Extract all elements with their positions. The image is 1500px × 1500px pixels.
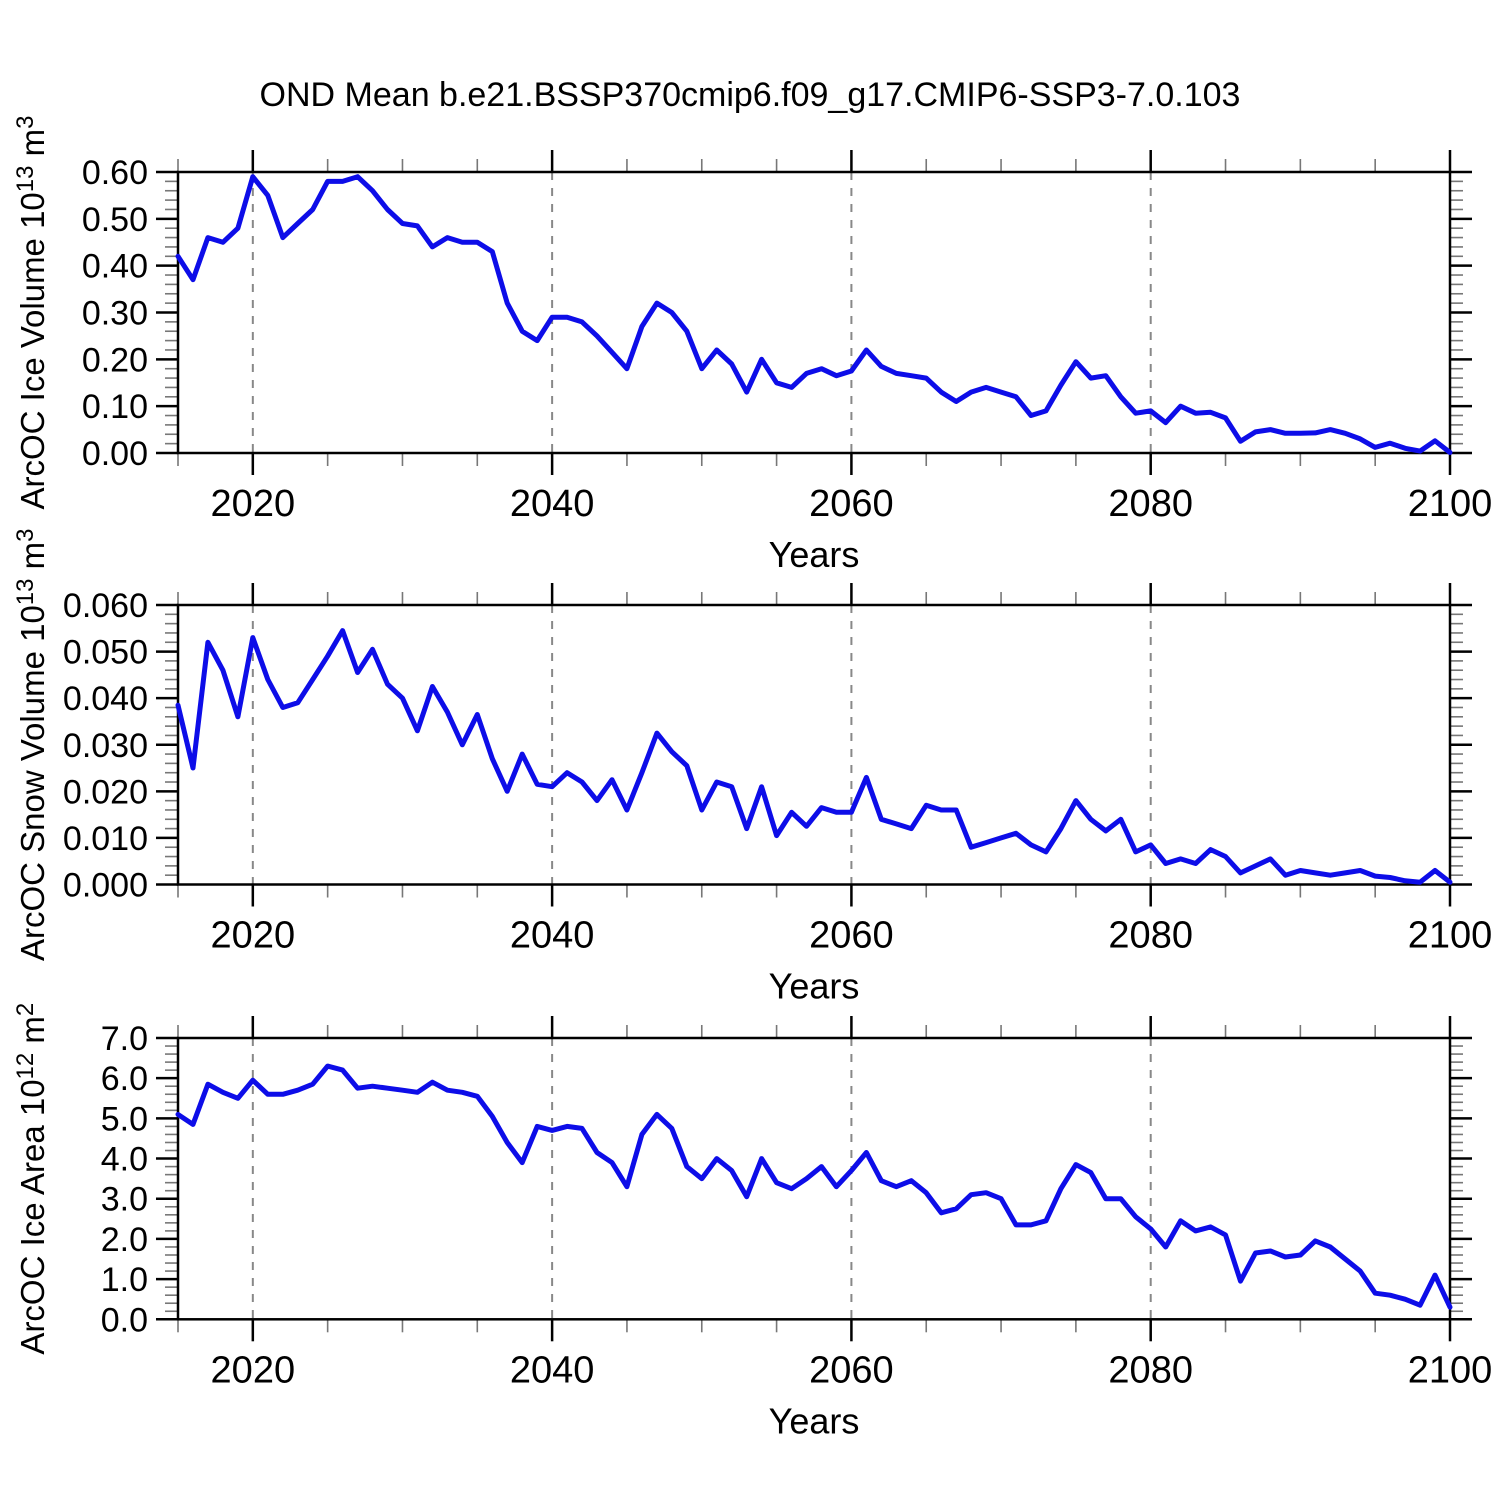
y-tick-label: 0.40 [82, 248, 148, 286]
panel-ice-volume: 0.00 0.10 0.20 0.30 0.40 0.50 0.60 2020 2040 2060… [12, 115, 1492, 575]
y-tick-label: 0.060 [63, 587, 148, 625]
x-tick-label: 2060 [809, 1349, 894, 1391]
data-line [175, 628, 1453, 885]
x-tick-label: 2020 [211, 483, 296, 525]
x-tick-label: 2020 [211, 1349, 296, 1391]
x-tick-label: 2040 [510, 483, 595, 525]
x-tick-label: 2020 [211, 915, 296, 957]
y-tick-label: 3.0 [101, 1181, 148, 1219]
panel-ice-area: 0.01.02.03.04.05.06.07.0 2020 2040 2060 2080… [12, 1003, 1492, 1442]
y-axis-label: ArcOC Ice Area 1012 m2 [12, 1003, 51, 1355]
y-axis-label: ArcOC Snow Volume 1013 m3 [12, 528, 51, 961]
y-tick-label: 0.020 [63, 773, 148, 811]
y-tick-label: 0.010 [63, 820, 148, 858]
x-tick-label: 2100 [1408, 1349, 1493, 1391]
y-axis-label: ArcOC Ice Volume 1013 m3 [12, 115, 51, 509]
x-tick-label: 2100 [1408, 915, 1493, 957]
y-tick-label: 0.050 [63, 634, 148, 672]
y-tick-label: 0.50 [82, 201, 148, 239]
x-tick-label: 2040 [510, 1349, 595, 1391]
panel-snow-volume: 0.000 0.010 0.020 0.030 0.040 0.050 0.060 2020 2… [12, 528, 1492, 1006]
data-line [175, 174, 1453, 455]
y-tick-label: 0.0 [101, 1301, 148, 1339]
y-tick-label: 0.00 [82, 435, 148, 473]
y-tick-label: 0.030 [63, 727, 148, 765]
y-tick-label: 1.0 [101, 1261, 148, 1299]
y-tick-label: 0.10 [82, 388, 148, 426]
x-tick-label: 2100 [1408, 483, 1493, 525]
y-tick-label: 2.0 [101, 1221, 148, 1259]
x-axis-label: Years [769, 534, 860, 575]
y-tick-label: 0.040 [63, 680, 148, 718]
plot-frame [176, 170, 1452, 455]
x-tick-label: 2060 [809, 483, 894, 525]
y-tick-label: 0.30 [82, 295, 148, 333]
x-axis-label: Years [769, 966, 860, 1007]
x-tick-label: 2080 [1108, 1349, 1193, 1391]
x-tick-label: 2040 [510, 915, 595, 957]
x-tick-label: 2080 [1108, 483, 1193, 525]
y-tick-label: 4.0 [101, 1141, 148, 1179]
x-tick-label: 2060 [809, 915, 894, 957]
y-tick-label: 0.60 [82, 154, 148, 192]
y-tick-label: 6.0 [101, 1060, 148, 1098]
y-tick-label: 5.0 [101, 1100, 148, 1138]
plot-title: OND Mean b.e21.BSSP370cmip6.f09_g17.CMIP… [259, 76, 1241, 114]
y-tick-label: 0.20 [82, 341, 148, 379]
plot-frame [176, 1036, 1452, 1321]
y-tick-label: 7.0 [101, 1020, 148, 1058]
x-tick-label: 2080 [1108, 915, 1193, 957]
plot-frame [176, 603, 1452, 886]
data-line [175, 1063, 1453, 1310]
x-axis-label: Years [769, 1400, 860, 1441]
y-tick-label: 0.000 [63, 867, 148, 905]
